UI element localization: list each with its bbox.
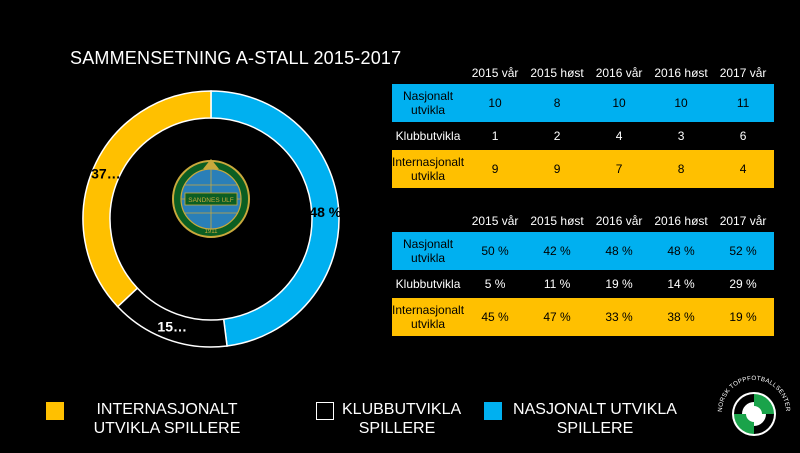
table-row-internasjonalt: Internasjonalt utvikla 45 % 47 % 33 % 38… — [392, 298, 775, 336]
column-header: 2015 høst — [530, 66, 584, 80]
column-header: 2017 vår — [719, 66, 767, 80]
table-cell: 19 % — [588, 270, 651, 298]
table-cell: 38 % — [650, 298, 713, 336]
legend-swatch — [316, 402, 334, 420]
donut-slice — [116, 287, 228, 348]
table-row-klubb: Klubbutvikla 1 2 4 3 6 — [392, 122, 775, 150]
row-label: Internasjonalt utvikla — [392, 298, 465, 336]
percent-table-header: 2015 vår 2015 høst 2016 vår 2016 høst 20… — [392, 210, 774, 232]
table-row-klubb: Klubbutvikla 5 % 11 % 19 % 14 % 29 % — [392, 270, 775, 298]
chart-title: SAMMENSETNING A-STALL 2015-2017 — [70, 48, 402, 68]
column-header: 2016 høst — [654, 214, 708, 228]
legend-label: INTERNASJONALT UTVIKLA SPILLERE — [93, 401, 241, 437]
donut-chart: 48 % 15… 37… SANDNES ULF 1911 — [82, 90, 342, 348]
club-logo-text: SANDNES ULF — [188, 197, 234, 204]
column-header: 2015 høst — [530, 214, 584, 228]
table-cell: 42 % — [526, 232, 589, 270]
count-table-header: 2015 vår 2015 høst 2016 vår 2016 høst 20… — [392, 62, 774, 84]
row-label: Nasjonalt utvikla — [392, 232, 465, 270]
toppfotballsenter-logo: NORSK TOPPFOTBALLSENTER — [717, 375, 791, 436]
slice-label: 15… — [157, 319, 187, 335]
donut-slice — [82, 90, 212, 308]
column-header: 2015 vår — [471, 66, 519, 80]
table-cell: 19 % — [712, 298, 775, 336]
table-row-nasjonalt: Nasjonalt utvikla 10 8 10 10 11 — [392, 84, 775, 122]
table-cell: 4 — [588, 122, 651, 150]
legend-item-internasjonalt: INTERNASJONALT UTVIKLA SPILLERE — [46, 400, 262, 438]
table-cell: 47 % — [526, 298, 589, 336]
club-logo-year: 1911 — [205, 229, 219, 235]
legend-label: KLUBBUTVIKLA SPILLERE — [342, 401, 462, 437]
table-cell: 29 % — [712, 270, 775, 298]
table-cell: 9 — [464, 150, 527, 188]
table-cell: 33 % — [588, 298, 651, 336]
table-cell: 7 — [588, 150, 651, 188]
table-cell: 3 — [650, 122, 713, 150]
table-cell: 11 — [712, 84, 775, 122]
table-cell: 14 % — [650, 270, 713, 298]
table-cell: 6 — [712, 122, 775, 150]
table-cell: 10 — [464, 84, 527, 122]
table-cell: 9 — [526, 150, 589, 188]
legend-swatch — [484, 402, 502, 420]
column-header: 2016 vår — [595, 66, 643, 80]
table-cell: 4 — [712, 150, 775, 188]
percent-table: 2015 vår 2015 høst 2016 vår 2016 høst 20… — [392, 210, 775, 336]
table-cell: 50 % — [464, 232, 527, 270]
table-cell: 2 — [526, 122, 589, 150]
table-cell: 48 % — [588, 232, 651, 270]
table-cell: 10 — [650, 84, 713, 122]
row-label: Nasjonalt utvikla — [392, 84, 465, 122]
table-cell: 5 % — [464, 270, 527, 298]
club-logo: SANDNES ULF 1911 — [172, 159, 250, 238]
row-label: Klubbutvikla — [392, 270, 465, 298]
table-cell: 8 — [526, 84, 589, 122]
column-header: 2015 vår — [471, 214, 519, 228]
slice-label: 37… — [91, 166, 121, 182]
legend-label: NASJONALT UTVIKLA SPILLERE — [513, 401, 677, 437]
row-label: Internasjonalt utvikla — [392, 150, 465, 188]
table-cell: 1 — [464, 122, 527, 150]
table-cell: 52 % — [712, 232, 775, 270]
column-header: 2016 høst — [654, 66, 708, 80]
count-table: 2015 vår 2015 høst 2016 vår 2016 høst 20… — [392, 62, 775, 188]
column-header: 2016 vår — [595, 214, 643, 228]
row-label: Klubbutvikla — [392, 122, 465, 150]
legend-item-klubb: KLUBBUTVIKLA SPILLERE — [316, 400, 462, 438]
legend-item-nasjonalt: NASJONALT UTVIKLA SPILLERE — [484, 400, 680, 438]
slice-label: 48 % — [309, 204, 341, 220]
table-row-nasjonalt: Nasjonalt utvikla 50 % 42 % 48 % 48 % 52… — [392, 232, 775, 270]
table-cell: 11 % — [526, 270, 589, 298]
legend-swatch — [46, 402, 64, 420]
table-cell: 8 — [650, 150, 713, 188]
column-header: 2017 vår — [719, 214, 767, 228]
table-cell: 48 % — [650, 232, 713, 270]
table-cell: 10 — [588, 84, 651, 122]
table-cell: 45 % — [464, 298, 527, 336]
table-row-internasjonalt: Internasjonalt utvikla 9 9 7 8 4 — [392, 150, 775, 188]
